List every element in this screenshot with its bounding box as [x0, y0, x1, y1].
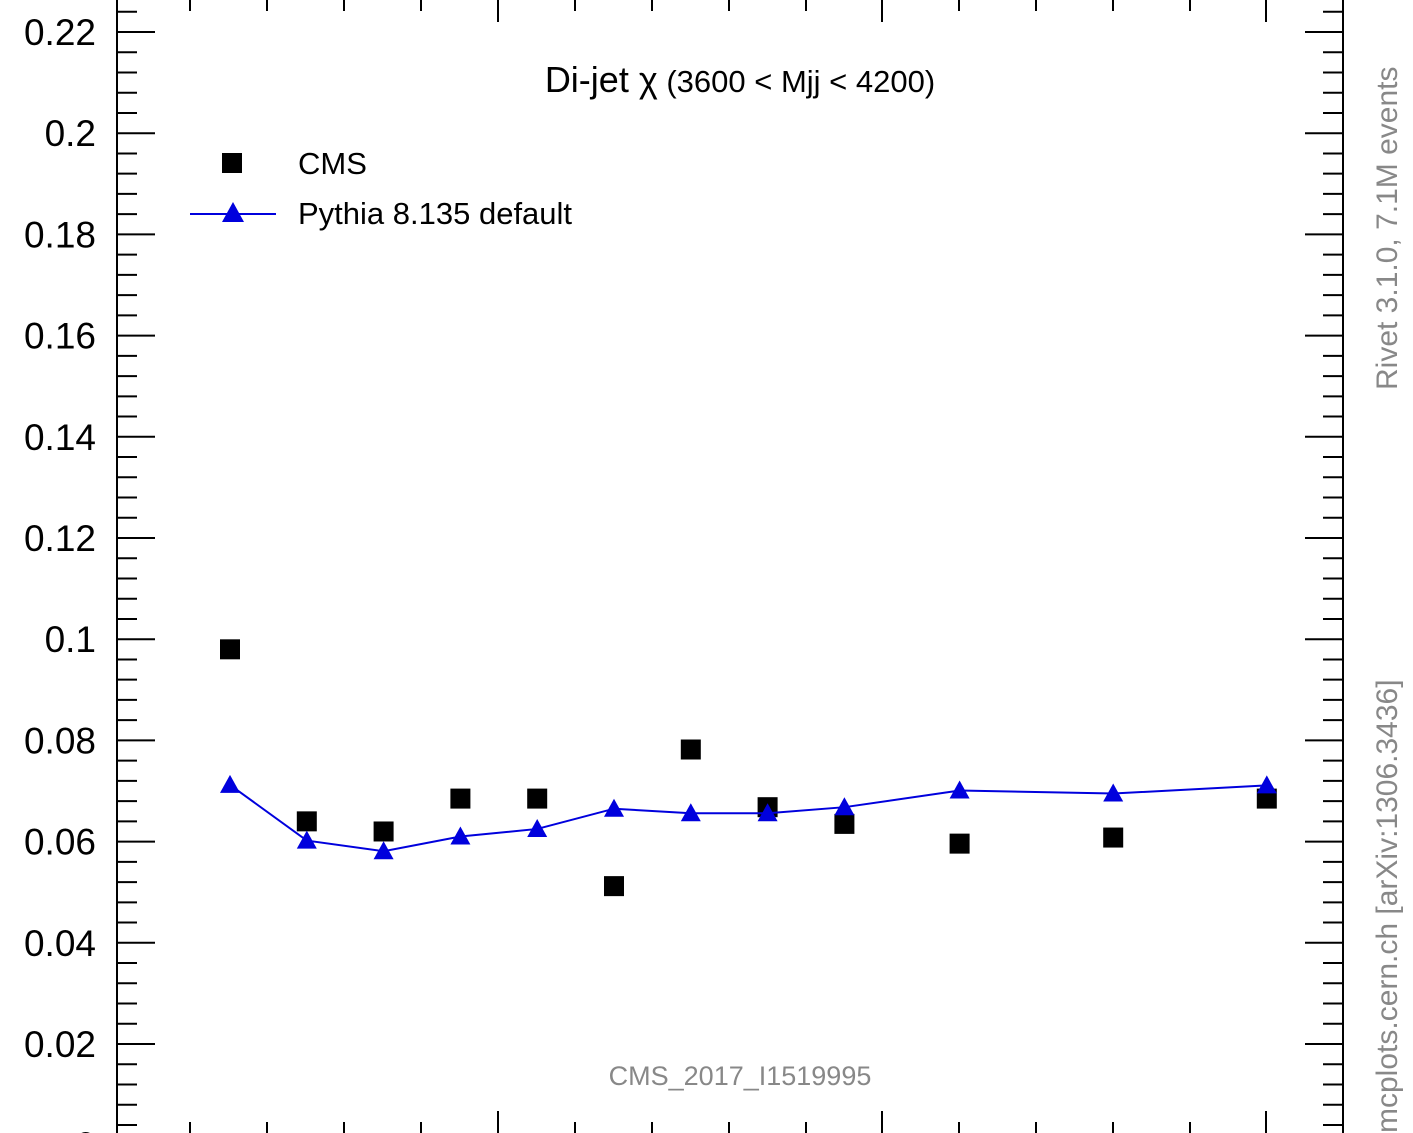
chart-title-prefix: Di-jet — [545, 59, 639, 100]
y-axis-ticks — [117, 10, 1343, 1126]
data-point — [1256, 788, 1277, 809]
legend-label-cms: CMS — [298, 146, 367, 181]
series-cms — [220, 639, 1277, 897]
y-tick-label: 0.02 — [24, 1024, 96, 1065]
x-axis-ticks — [189, 0, 1267, 1133]
series-pythia — [220, 774, 1277, 860]
y-tick-label: 0.14 — [24, 417, 96, 458]
side-label-bottom: mcplots.cern.ch [arXiv:1306.3436] — [1371, 679, 1404, 1133]
data-point — [604, 798, 624, 817]
data-point — [680, 803, 701, 822]
data-point — [834, 813, 855, 834]
data-point — [1256, 775, 1277, 794]
legend-marker-cms — [222, 153, 242, 173]
data-point — [373, 841, 394, 860]
data-point — [296, 830, 317, 849]
y-tick-label: 0.04 — [24, 923, 96, 964]
data-point — [220, 774, 240, 793]
y-axis-tick-labels: 0 0.02 0.04 0.06 0.08 0.1 0.12 0.14 0.16 0.18 0.2 0… — [24, 12, 96, 1133]
plot-frame — [116, 0, 1344, 1133]
data-point — [527, 818, 548, 837]
chart-title: Di-jet χ (3600 < Mjj < 4200) — [545, 59, 935, 100]
data-point — [527, 788, 548, 809]
legend: CMS Pythia 8.135 default — [190, 146, 572, 231]
y-tick-label: 0.12 — [24, 518, 96, 559]
chart-title-suffix: (3600 < Mjj < 4200) — [658, 64, 935, 99]
data-point — [604, 876, 624, 897]
y-tick-label: 0.06 — [24, 822, 96, 863]
data-point — [450, 826, 471, 845]
y-tick-label: 0.08 — [24, 720, 96, 761]
side-label-top: Rivet 3.1.0, 7.1M events — [1371, 67, 1404, 391]
data-point — [834, 797, 855, 816]
y-tick-label: 0.18 — [24, 214, 96, 255]
series-line — [229, 784, 1267, 853]
data-point — [1103, 783, 1124, 802]
data-point — [757, 803, 778, 822]
chart-title-symbol: χ — [639, 59, 658, 100]
data-point — [450, 788, 471, 809]
data-point — [296, 811, 317, 832]
legend-marker-pythia — [222, 202, 244, 222]
analysis-label: CMS_2017_I1519995 — [609, 1061, 872, 1091]
data-point — [373, 821, 394, 842]
y-tick-label: 0.16 — [24, 316, 96, 357]
y-tick-label: 0.2 — [45, 113, 96, 154]
data-point — [949, 833, 970, 854]
legend-label-pythia: Pythia 8.135 default — [298, 196, 572, 231]
data-point — [220, 639, 240, 660]
y-tick-label: 0.22 — [24, 12, 96, 53]
data-point — [949, 780, 970, 799]
data-point — [680, 739, 701, 760]
y-tick-label: 0.1 — [45, 619, 96, 660]
data-point — [1103, 827, 1124, 848]
y-tick-label: 0 — [75, 1125, 96, 1133]
data-series — [220, 639, 1277, 897]
